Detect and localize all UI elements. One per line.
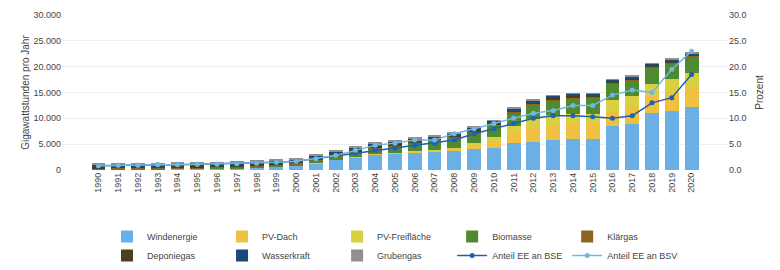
svg-text:2004: 2004 xyxy=(370,173,380,193)
svg-text:Gigawattstunden pro Jahr: Gigawattstunden pro Jahr xyxy=(20,35,31,150)
svg-text:2010: 2010 xyxy=(489,173,499,193)
svg-text:2002: 2002 xyxy=(331,173,341,193)
svg-text:Prozent: Prozent xyxy=(754,75,765,110)
svg-text:2005: 2005 xyxy=(390,173,400,193)
svg-text:1990: 1990 xyxy=(93,173,103,193)
svg-text:15.000: 15.000 xyxy=(33,88,61,98)
svg-text:2009: 2009 xyxy=(469,173,479,193)
svg-text:2011: 2011 xyxy=(509,173,519,192)
svg-text:20.0: 20.0 xyxy=(729,62,747,72)
svg-text:10.0: 10.0 xyxy=(729,113,747,123)
svg-text:1996: 1996 xyxy=(212,173,222,193)
svg-text:Windenergie: Windenergie xyxy=(147,232,198,242)
svg-text:2012: 2012 xyxy=(528,173,538,193)
svg-text:5.000: 5.000 xyxy=(38,139,61,149)
svg-text:2001: 2001 xyxy=(311,173,321,193)
svg-text:2017: 2017 xyxy=(627,173,637,193)
svg-text:Anteil EE an BSV: Anteil EE an BSV xyxy=(607,251,677,261)
svg-text:2016: 2016 xyxy=(607,173,617,193)
svg-text:Wasserkraft: Wasserkraft xyxy=(262,251,310,261)
svg-text:20.000: 20.000 xyxy=(33,62,61,72)
svg-text:Grubengas: Grubengas xyxy=(377,251,422,261)
svg-text:10.000: 10.000 xyxy=(33,113,61,123)
svg-text:Deponiegas: Deponiegas xyxy=(147,251,196,261)
svg-text:25.0: 25.0 xyxy=(729,36,747,46)
svg-text:0: 0 xyxy=(56,165,61,175)
svg-text:1999: 1999 xyxy=(271,173,281,193)
svg-text:Anteil EE an BSE: Anteil EE an BSE xyxy=(492,251,562,261)
svg-text:0.0: 0.0 xyxy=(729,165,742,175)
svg-text:Biomasse: Biomasse xyxy=(492,232,532,242)
svg-text:1991: 1991 xyxy=(113,173,123,193)
svg-text:2013: 2013 xyxy=(548,173,558,193)
svg-text:1993: 1993 xyxy=(153,173,163,193)
svg-text:PV-Dach: PV-Dach xyxy=(262,232,298,242)
svg-text:30.0: 30.0 xyxy=(729,10,747,20)
svg-text:1998: 1998 xyxy=(252,173,262,193)
svg-text:1995: 1995 xyxy=(192,173,202,193)
svg-text:15.0: 15.0 xyxy=(729,88,747,98)
svg-text:1992: 1992 xyxy=(133,173,143,193)
svg-text:2007: 2007 xyxy=(429,173,439,193)
svg-text:2018: 2018 xyxy=(647,173,657,193)
svg-text:25.000: 25.000 xyxy=(33,36,61,46)
svg-text:2020: 2020 xyxy=(686,173,696,193)
svg-text:2008: 2008 xyxy=(449,173,459,193)
svg-text:2003: 2003 xyxy=(350,173,360,193)
svg-text:2000: 2000 xyxy=(291,173,301,193)
svg-text:PV-Freifläche: PV-Freifläche xyxy=(377,232,431,242)
svg-text:2019: 2019 xyxy=(667,173,677,193)
svg-text:2006: 2006 xyxy=(410,173,420,193)
svg-text:1994: 1994 xyxy=(172,173,182,193)
svg-text:2015: 2015 xyxy=(588,173,598,193)
svg-text:30.000: 30.000 xyxy=(33,10,61,20)
svg-text:2014: 2014 xyxy=(568,173,578,193)
svg-text:1997: 1997 xyxy=(232,173,242,193)
svg-text:5.0: 5.0 xyxy=(729,139,742,149)
svg-text:Klärgas: Klärgas xyxy=(607,232,638,242)
